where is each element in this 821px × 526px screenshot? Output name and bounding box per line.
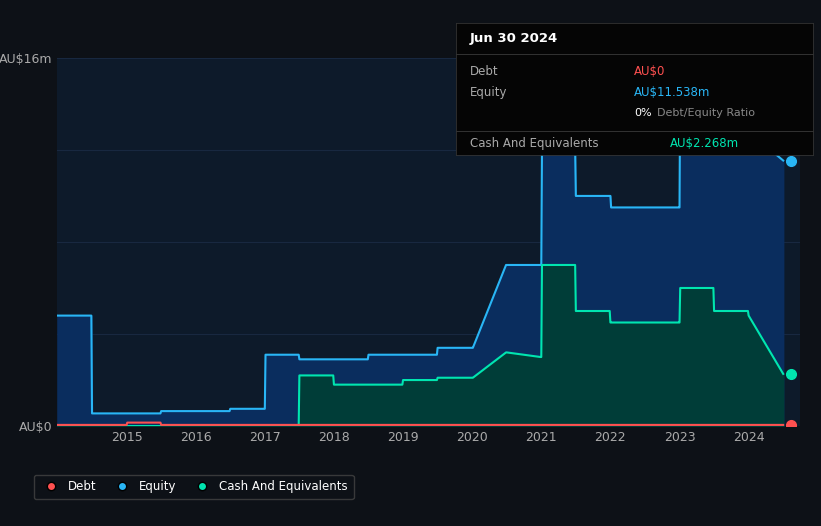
Text: AU$2.268m: AU$2.268m	[670, 137, 739, 150]
Text: Cash And Equivalents: Cash And Equivalents	[470, 137, 599, 150]
Text: Jun 30 2024: Jun 30 2024	[470, 32, 558, 45]
Text: Debt: Debt	[470, 65, 498, 78]
Text: AU$0: AU$0	[635, 65, 666, 78]
Text: 0%: 0%	[635, 108, 652, 118]
Text: Debt/Equity Ratio: Debt/Equity Ratio	[658, 108, 755, 118]
Text: AU$11.538m: AU$11.538m	[635, 86, 711, 99]
Legend: Debt, Equity, Cash And Equivalents: Debt, Equity, Cash And Equivalents	[34, 474, 354, 499]
Text: Equity: Equity	[470, 86, 507, 99]
